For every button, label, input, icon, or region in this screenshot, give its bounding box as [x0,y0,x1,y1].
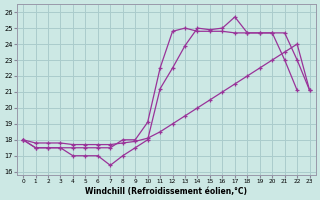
X-axis label: Windchill (Refroidissement éolien,°C): Windchill (Refroidissement éolien,°C) [85,187,247,196]
